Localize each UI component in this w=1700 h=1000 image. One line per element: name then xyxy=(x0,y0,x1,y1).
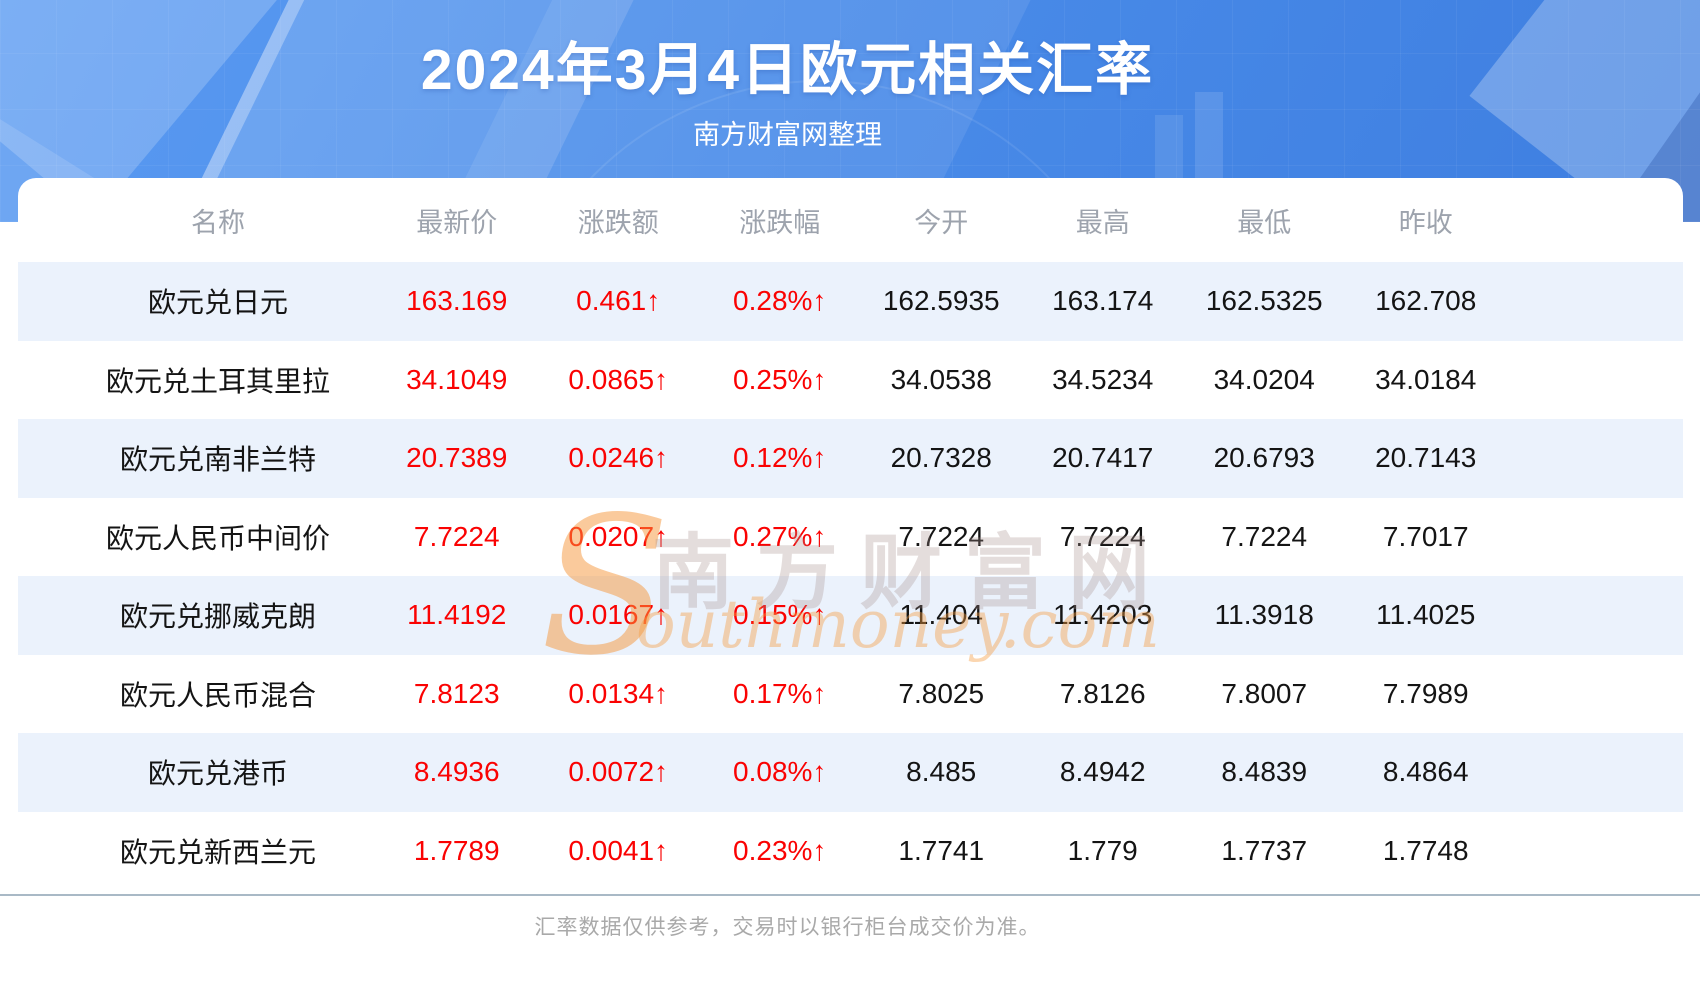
cell-currency-name: 欧元兑新西兰元 xyxy=(119,836,316,868)
table-row: 欧元兑南非兰特 20.7389 0.0246↑ 0.12%↑ 20.7328 2… xyxy=(18,419,1683,498)
cell-change-amount: 0.0072↑ xyxy=(568,756,669,788)
column-header: 涨跌额 xyxy=(577,207,659,238)
cell-change-amount: 0.461↑ xyxy=(576,285,661,317)
cell-prev-close: 7.7989 xyxy=(1382,677,1469,709)
cell-change-percent: 0.12%↑ xyxy=(733,442,827,474)
cell-high-price: 1.779 xyxy=(1067,834,1138,866)
cell-open-price: 7.7224 xyxy=(898,520,985,552)
column-header: 最新价 xyxy=(416,207,498,238)
cell-change-amount: 0.0167↑ xyxy=(568,599,669,631)
cell-latest-price: 163.169 xyxy=(406,285,508,317)
cell-currency-name: 欧元人民币混合 xyxy=(119,679,316,711)
column-header: 最高 xyxy=(1075,207,1130,238)
column-header: 昨收 xyxy=(1398,207,1453,238)
table-row: 欧元兑新西兰元 1.7789 0.0041↑ 0.23%↑ 1.7741 1.7… xyxy=(18,812,1683,891)
cell-change-amount: 0.0207↑ xyxy=(568,520,669,552)
cell-open-price: 11.404 xyxy=(899,599,983,631)
cell-high-price: 20.7417 xyxy=(1052,442,1154,474)
cell-change-amount: 0.0134↑ xyxy=(568,677,669,709)
cell-latest-price: 1.7789 xyxy=(413,834,500,866)
cell-low-price: 34.0204 xyxy=(1213,363,1315,395)
table-row: 欧元人民币混合 7.8123 0.0134↑ 0.17%↑ 7.8025 7.8… xyxy=(18,655,1683,734)
cell-low-price: 8.4839 xyxy=(1221,756,1308,788)
cell-high-price: 8.4942 xyxy=(1059,756,1146,788)
cell-high-price: 7.7224 xyxy=(1059,520,1146,552)
cell-open-price: 7.8025 xyxy=(898,677,985,709)
column-header: 名称 xyxy=(190,207,245,238)
cell-low-price: 20.6793 xyxy=(1213,442,1315,474)
rate-table-card: 名称 最新价 涨跌额 涨跌幅 今开 最高 最低 昨收 欧元兑日元 163.169 0.461↑… xyxy=(18,178,1683,890)
cell-latest-price: 11.4192 xyxy=(407,599,507,631)
banner: 2024年3月4日欧元相关汇率 南方财富网整理 xyxy=(0,0,1700,222)
cell-high-price: 11.4203 xyxy=(1053,599,1153,631)
cell-change-amount: 0.0865↑ xyxy=(568,363,669,395)
cell-change-percent: 0.23%↑ xyxy=(733,834,827,866)
cell-currency-name: 欧元人民币中间价 xyxy=(105,522,330,554)
page-title: 2024年3月4日欧元相关汇率 xyxy=(420,38,1155,102)
table-row: 欧元兑挪威克朗 11.4192 0.0167↑ 0.15%↑ 11.404 11… xyxy=(18,576,1683,655)
cell-prev-close: 7.7017 xyxy=(1382,520,1469,552)
footer-divider xyxy=(0,894,1700,896)
cell-latest-price: 7.7224 xyxy=(413,520,500,552)
table-row: 欧元兑日元 163.169 0.461↑ 0.28%↑ 162.5935 163… xyxy=(18,262,1683,341)
table-header-row: 名称 最新价 涨跌额 涨跌幅 今开 最高 最低 昨收 xyxy=(18,178,1683,262)
cell-change-percent: 0.27%↑ xyxy=(733,520,827,552)
cell-low-price: 7.8007 xyxy=(1221,677,1308,709)
cell-currency-name: 欧元兑日元 xyxy=(147,287,288,319)
column-header: 最低 xyxy=(1237,207,1292,238)
cell-prev-close: 34.0184 xyxy=(1375,363,1477,395)
table-row: 欧元兑土耳其里拉 34.1049 0.0865↑ 0.25%↑ 34.0538 … xyxy=(18,341,1683,420)
cell-prev-close: 11.4025 xyxy=(1376,599,1476,631)
cell-low-price: 7.7224 xyxy=(1221,520,1308,552)
cell-currency-name: 欧元兑港币 xyxy=(147,758,288,790)
cell-high-price: 163.174 xyxy=(1052,285,1154,317)
column-header: 涨跌幅 xyxy=(739,207,821,238)
cell-change-percent: 0.17%↑ xyxy=(733,677,827,709)
cell-latest-price: 34.1049 xyxy=(406,363,508,395)
disclaimer-text: 汇率数据仅供参考，交易时以银行柜台成交价为准。 xyxy=(534,916,1041,939)
cell-open-price: 20.7328 xyxy=(890,442,992,474)
cell-open-price: 162.5935 xyxy=(882,285,1000,317)
cell-latest-price: 8.4936 xyxy=(413,756,500,788)
cell-change-percent: 0.25%↑ xyxy=(733,363,827,395)
cell-low-price: 1.7737 xyxy=(1221,834,1308,866)
cell-change-percent: 0.15%↑ xyxy=(733,599,827,631)
cell-change-percent: 0.28%↑ xyxy=(733,285,827,317)
cell-prev-close: 162.708 xyxy=(1375,285,1477,317)
cell-prev-close: 20.7143 xyxy=(1375,442,1477,474)
cell-low-price: 162.5325 xyxy=(1205,285,1323,317)
cell-open-price: 34.0538 xyxy=(890,363,992,395)
cell-prev-close: 8.4864 xyxy=(1382,756,1469,788)
cell-change-amount: 0.0246↑ xyxy=(568,442,669,474)
page-subtitle: 南方财富网整理 xyxy=(693,120,882,150)
cell-latest-price: 7.8123 xyxy=(413,677,500,709)
cell-open-price: 1.7741 xyxy=(898,834,985,866)
cell-high-price: 7.8126 xyxy=(1059,677,1146,709)
table-body: 欧元兑日元 163.169 0.461↑ 0.28%↑ 162.5935 163… xyxy=(18,262,1683,890)
cell-change-amount: 0.0041↑ xyxy=(568,834,669,866)
table-row: 欧元兑港币 8.4936 0.0072↑ 0.08%↑ 8.485 8.4942… xyxy=(18,733,1683,812)
cell-currency-name: 欧元兑挪威克朗 xyxy=(119,601,316,633)
column-header: 今开 xyxy=(914,207,969,238)
cell-open-price: 8.485 xyxy=(906,756,977,788)
cell-high-price: 34.5234 xyxy=(1052,363,1154,395)
cell-currency-name: 欧元兑南非兰特 xyxy=(119,444,316,476)
cell-prev-close: 1.7748 xyxy=(1382,834,1469,866)
cell-currency-name: 欧元兑土耳其里拉 xyxy=(105,365,330,397)
cell-low-price: 11.3918 xyxy=(1214,599,1314,631)
cell-latest-price: 20.7389 xyxy=(406,442,508,474)
cell-change-percent: 0.08%↑ xyxy=(733,756,827,788)
table-row: 欧元人民币中间价 7.7224 0.0207↑ 0.27%↑ 7.7224 7.… xyxy=(18,498,1683,577)
